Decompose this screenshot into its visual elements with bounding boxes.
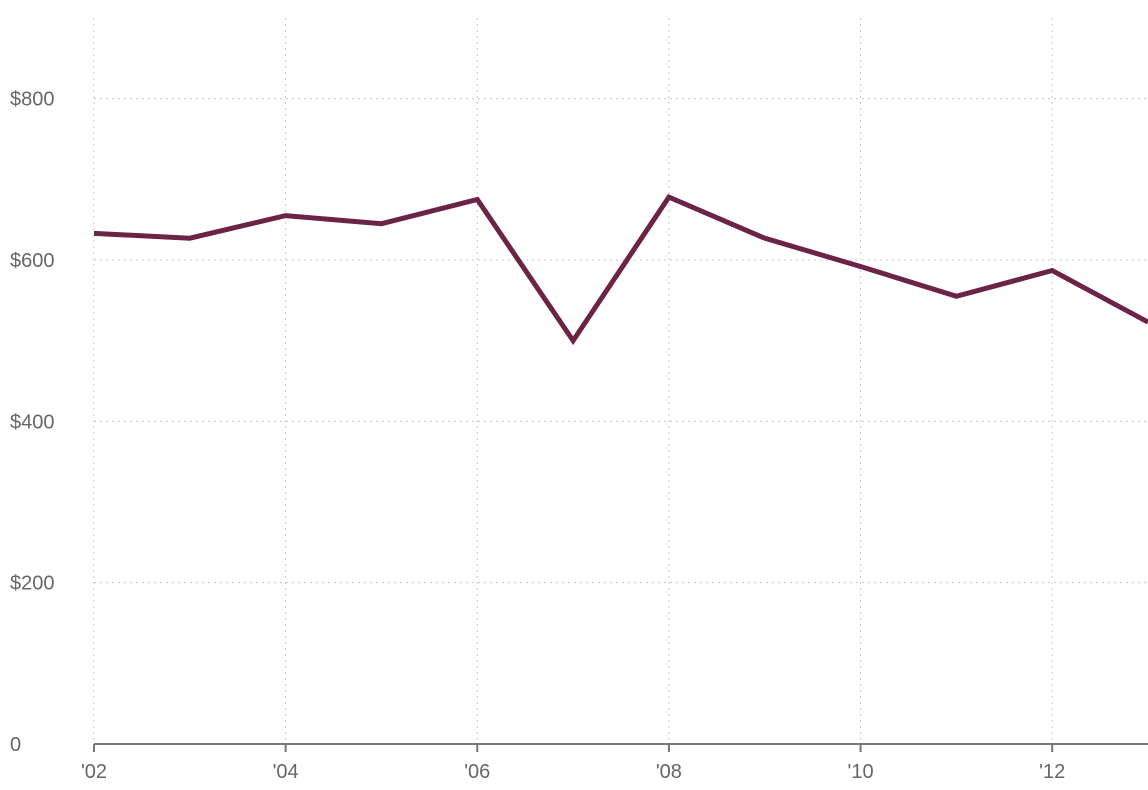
x-tick-label-1: '04 — [273, 761, 299, 783]
vertical-gridlines — [93, 18, 1053, 744]
x-axis-tick-labels: '02 '04 '06 '08 '10 '12 — [81, 761, 1065, 783]
horizontal-gridlines — [94, 98, 1148, 584]
y-tick-label-2: $400 — [10, 411, 55, 433]
series-group — [93, 193, 1148, 346]
y-tick-label-3: $600 — [10, 250, 55, 272]
y-tick-label-0: 0 — [10, 734, 21, 756]
x-tick-label-0: '02 — [81, 761, 107, 783]
x-tick-label-4: '10 — [848, 761, 874, 783]
y-tick-label-1: $200 — [10, 573, 55, 595]
x-tick-label-2: '06 — [464, 761, 490, 783]
x-axis — [93, 743, 1148, 752]
y-tick-label-4: $800 — [10, 89, 55, 111]
x-tick-label-5: '12 — [1039, 761, 1065, 783]
x-tick-label-3: '08 — [656, 761, 682, 783]
y-axis-tick-labels: 0 $200 $400 $600 $800 — [10, 89, 55, 756]
series-line-0 — [93, 193, 1148, 346]
